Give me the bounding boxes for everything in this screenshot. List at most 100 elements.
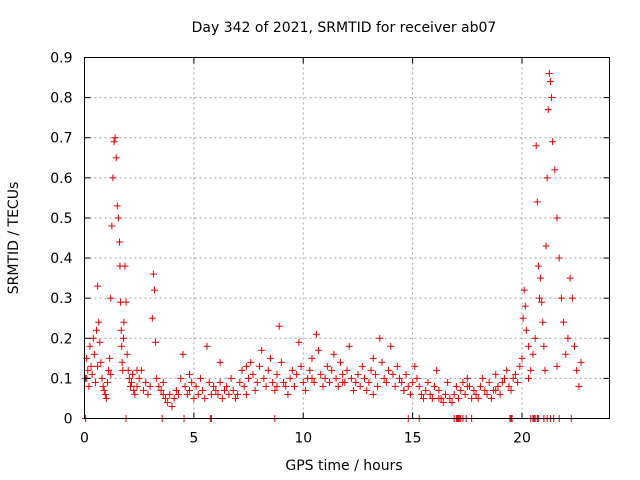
data-point: [218, 394, 226, 402]
data-point: [284, 390, 292, 398]
data-point: [424, 378, 432, 386]
data-points-layer: [82, 70, 585, 422]
data-point: [321, 374, 329, 382]
data-point: [553, 214, 561, 222]
data-point: [441, 390, 449, 398]
data-point: [345, 342, 353, 350]
data-point: [472, 390, 480, 398]
data-point: [326, 378, 333, 386]
data-point: [409, 378, 417, 386]
data-point: [378, 358, 386, 366]
data-point: [376, 334, 384, 342]
data-point: [135, 374, 143, 382]
data-point: [479, 374, 487, 382]
data-point: [354, 370, 362, 378]
data-point: [406, 390, 414, 398]
data-point: [229, 386, 237, 394]
data-point: [358, 362, 366, 370]
data-point: [404, 382, 412, 390]
data-point: [385, 366, 393, 374]
data-point: [105, 366, 113, 374]
data-point: [159, 378, 167, 386]
data-point: [97, 358, 105, 366]
data-point: [291, 382, 298, 390]
data-point: [258, 346, 266, 354]
data-point: [470, 386, 478, 394]
data-point: [546, 78, 554, 86]
data-point: [223, 382, 231, 390]
data-point: [492, 386, 500, 394]
data-point: [175, 390, 183, 398]
data-point: [446, 394, 454, 402]
data-point: [494, 382, 502, 390]
data-point: [188, 378, 196, 386]
data-point: [365, 378, 373, 386]
y-tick-label: 0.4: [50, 251, 72, 267]
data-point: [168, 402, 176, 410]
data-point: [336, 358, 344, 366]
data-point: [361, 374, 368, 382]
data-point: [483, 390, 491, 398]
x-axis-label: GPS time / hours: [285, 458, 402, 474]
data-point: [431, 382, 438, 390]
data-point: [247, 358, 255, 366]
data-point: [149, 270, 157, 278]
data-point: [126, 382, 134, 390]
data-point: [125, 374, 133, 382]
data-point: [181, 382, 189, 390]
data-point: [457, 386, 465, 394]
data-point: [90, 350, 98, 358]
data-point: [509, 374, 517, 382]
data-point: [332, 374, 340, 382]
data-point: [435, 394, 443, 402]
data-point: [238, 366, 246, 374]
data-point: [260, 374, 268, 382]
data-point: [566, 274, 574, 282]
data-point: [444, 378, 452, 386]
data-point: [128, 378, 136, 386]
data-point: [114, 214, 122, 222]
data-point: [201, 394, 209, 402]
data-point: [91, 378, 99, 386]
data-point: [367, 366, 375, 374]
data-point: [271, 386, 279, 394]
data-point: [352, 378, 360, 386]
data-point: [301, 386, 309, 394]
data-point: [116, 238, 123, 246]
data-point: [142, 378, 150, 386]
data-point: [94, 282, 102, 290]
data-point: [130, 386, 138, 394]
data-point: [164, 398, 172, 406]
data-point: [308, 374, 316, 382]
data-point: [234, 390, 242, 398]
data-point: [133, 366, 141, 374]
data-point: [113, 202, 121, 210]
y-axis-label: SRMTID / TECUs: [6, 182, 22, 295]
data-point: [448, 398, 456, 406]
data-point: [520, 286, 528, 294]
data-point: [221, 386, 228, 394]
data-point: [532, 142, 540, 150]
data-point: [389, 370, 397, 378]
data-point: [199, 386, 207, 394]
data-point: [426, 390, 434, 398]
data-point: [534, 262, 542, 270]
data-point: [273, 382, 281, 390]
data-point: [124, 366, 132, 374]
data-point: [306, 366, 314, 374]
data-point: [571, 342, 578, 350]
data-point: [522, 326, 530, 334]
data-point: [474, 394, 482, 402]
data-point: [411, 362, 419, 370]
data-point: [144, 390, 152, 398]
data-point: [435, 386, 443, 394]
data-point: [170, 394, 178, 402]
data-point: [492, 370, 500, 378]
data-point: [273, 370, 281, 378]
data-point: [245, 374, 253, 382]
data-point: [463, 374, 471, 382]
data-point: [481, 386, 489, 394]
data-point: [468, 394, 476, 402]
data-point: [98, 374, 106, 382]
